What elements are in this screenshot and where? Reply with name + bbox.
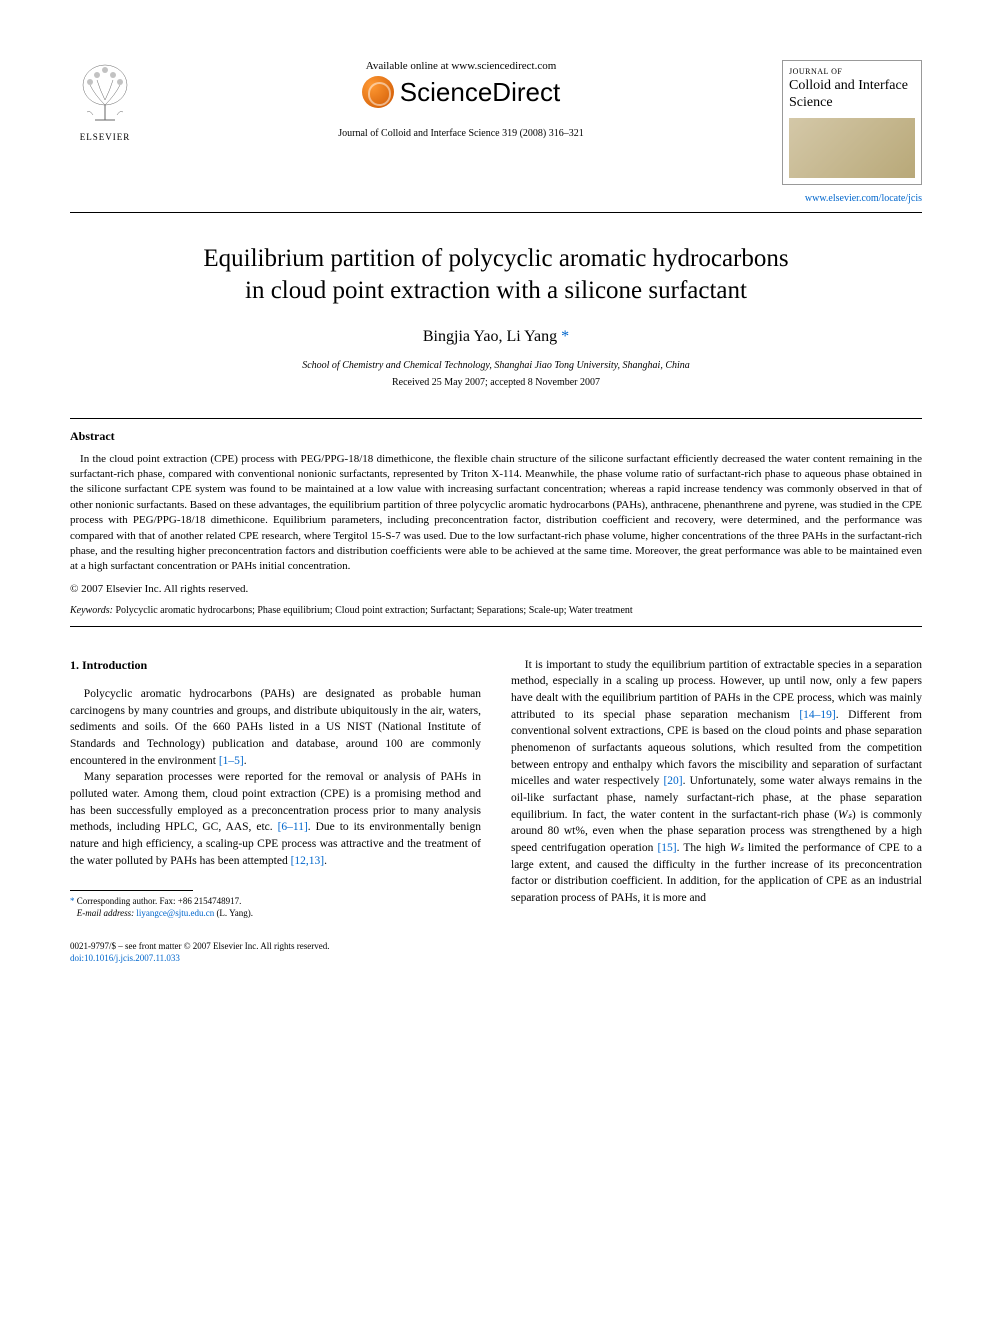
- title-line-1: Equilibrium partition of polycyclic arom…: [203, 245, 788, 272]
- abstract-copyright: © 2007 Elsevier Inc. All rights reserved…: [70, 583, 922, 595]
- ws-variable: Wₛ: [838, 809, 852, 821]
- sciencedirect-text: ScienceDirect: [400, 77, 560, 108]
- ws-variable-2: Wₛ: [730, 842, 744, 854]
- left-column: 1. Introduction Polycyclic aromatic hydr…: [70, 657, 481, 920]
- authors: Bingjia Yao, Li Yang *: [70, 328, 922, 346]
- corresponding-author: * Corresponding author. Fax: +86 2154748…: [70, 895, 481, 908]
- star-icon: *: [70, 896, 75, 906]
- journal-box-name: Colloid and Interface Science: [789, 78, 915, 112]
- journal-cover-box: JOURNAL OF Colloid and Interface Science: [782, 60, 922, 185]
- affiliation: School of Chemistry and Chemical Technol…: [70, 360, 922, 371]
- keywords-text: Polycyclic aromatic hydrocarbons; Phase …: [115, 605, 632, 616]
- intro-para-3: It is important to study the equilibrium…: [511, 657, 922, 907]
- article-title: Equilibrium partition of polycyclic arom…: [70, 243, 922, 308]
- footnote-divider: [70, 890, 193, 891]
- available-online-text: Available online at www.sciencedirect.co…: [140, 60, 782, 72]
- ref-link-6-11[interactable]: [6–11]: [278, 821, 308, 833]
- ref-link-14-19[interactable]: [14–19]: [799, 709, 835, 721]
- front-matter-line: 0021-9797/$ – see front matter © 2007 El…: [70, 940, 922, 953]
- keywords-label: Keywords:: [70, 605, 113, 616]
- header-divider: [70, 212, 922, 213]
- ref-link-1-5[interactable]: [1–5]: [219, 755, 244, 767]
- keywords: Keywords: Polycyclic aromatic hydrocarbo…: [70, 605, 922, 616]
- corresponding-star-icon: *: [561, 328, 569, 345]
- elsevier-tree-icon: [75, 60, 135, 130]
- authors-text: Bingjia Yao, Li Yang: [423, 328, 557, 345]
- ref-link-15[interactable]: [15]: [657, 842, 676, 854]
- intro-para-1: Polycyclic aromatic hydrocarbons (PAHs) …: [70, 686, 481, 769]
- header-row: ELSEVIER Available online at www.science…: [70, 60, 922, 185]
- journal-reference: Journal of Colloid and Interface Science…: [140, 128, 782, 139]
- title-line-2: in cloud point extraction with a silicon…: [245, 277, 747, 304]
- journal-cover-thumbnail: [789, 118, 915, 178]
- article-dates: Received 25 May 2007; accepted 8 Novembe…: [70, 377, 922, 388]
- abstract-label: Abstract: [70, 429, 922, 444]
- body-columns: 1. Introduction Polycyclic aromatic hydr…: [70, 657, 922, 920]
- ref-link-12-13[interactable]: [12,13]: [291, 855, 325, 867]
- abstract-top-divider: [70, 418, 922, 419]
- locate-link[interactable]: www.elsevier.com/locate/jcis: [70, 193, 922, 204]
- elsevier-label: ELSEVIER: [80, 132, 131, 142]
- bottom-info: 0021-9797/$ – see front matter © 2007 El…: [70, 940, 922, 965]
- email-link[interactable]: liyangce@sjtu.edu.cn: [136, 908, 214, 918]
- right-column: It is important to study the equilibrium…: [511, 657, 922, 920]
- center-header: Available online at www.sciencedirect.co…: [140, 60, 782, 139]
- journal-box-title: JOURNAL OF: [789, 67, 915, 76]
- footnote-block: * Corresponding author. Fax: +86 2154748…: [70, 895, 481, 920]
- sciencedirect-logo: ScienceDirect: [140, 76, 782, 108]
- email-line: E-mail address: liyangce@sjtu.edu.cn (L.…: [70, 907, 481, 920]
- abstract-text: In the cloud point extraction (CPE) proc…: [70, 452, 922, 575]
- intro-para-2: Many separation processes were reported …: [70, 769, 481, 869]
- ref-link-20[interactable]: [20]: [663, 775, 682, 787]
- elsevier-logo: ELSEVIER: [70, 60, 140, 142]
- sciencedirect-ball-icon: [362, 76, 394, 108]
- abstract-body: In the cloud point extraction (CPE) proc…: [70, 453, 922, 573]
- section-heading: 1. Introduction: [70, 657, 481, 674]
- abstract-bottom-divider: [70, 626, 922, 627]
- doi-link[interactable]: doi:10.1016/j.jcis.2007.11.033: [70, 952, 922, 965]
